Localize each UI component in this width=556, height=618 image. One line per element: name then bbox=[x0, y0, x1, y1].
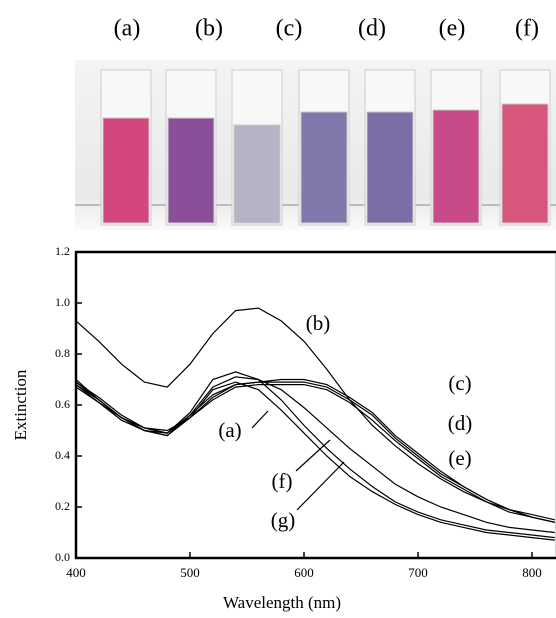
x-axis-label: Wavelength (nm) bbox=[223, 593, 341, 612]
photo-label: (d) bbox=[358, 16, 386, 42]
x-tick-label: 800 bbox=[522, 565, 542, 580]
x-tick-label: 400 bbox=[66, 565, 86, 580]
cuvette-liquid bbox=[432, 109, 480, 224]
series-line bbox=[75, 371, 555, 539]
cuvette-liquid bbox=[233, 124, 281, 224]
y-tick-label: 0.0 bbox=[55, 550, 70, 564]
series-label: (f) bbox=[272, 469, 293, 493]
y-tick-label: 1.2 bbox=[55, 244, 70, 258]
photo bbox=[75, 60, 556, 230]
series-line bbox=[75, 384, 555, 523]
plot: 0.0 0.2 0.4 0.6 0.8 1.0 1.2 400 500 600 700 800 (a) (… bbox=[55, 244, 556, 580]
series-label: (e) bbox=[448, 446, 471, 470]
series-label: (c) bbox=[448, 371, 471, 395]
photo-label: (a) bbox=[114, 16, 141, 42]
plot-frame bbox=[74, 250, 556, 560]
cuvette-liquid bbox=[102, 117, 150, 224]
series-label: (b) bbox=[306, 311, 331, 335]
series-line bbox=[75, 376, 555, 534]
cuvette-liquid bbox=[366, 111, 414, 224]
leader-line bbox=[251, 410, 269, 429]
y-tick-label: 0.8 bbox=[55, 346, 70, 360]
photo-label: (c) bbox=[276, 16, 303, 42]
series-line bbox=[75, 381, 555, 523]
y-tick-label: 1.0 bbox=[55, 295, 70, 309]
series-label: (d) bbox=[448, 411, 473, 435]
y-axis-label: Extinction bbox=[11, 369, 30, 440]
photo-labels: (a) (b) (c) (d) (e) (f) bbox=[114, 16, 539, 42]
series-line bbox=[75, 307, 555, 521]
photo-label: (f) bbox=[515, 16, 539, 42]
series-label: (a) bbox=[218, 418, 241, 442]
x-tick-label: 500 bbox=[180, 565, 200, 580]
photo-label: (b) bbox=[195, 16, 223, 42]
x-tick-label: 600 bbox=[294, 565, 314, 580]
y-tick-label: 0.4 bbox=[55, 448, 70, 462]
cuvette-liquid bbox=[167, 117, 215, 224]
cuvettes bbox=[100, 69, 551, 226]
leader-line bbox=[296, 461, 345, 511]
x-tick-label: 700 bbox=[408, 565, 428, 580]
y-tick-label: 0.6 bbox=[55, 397, 70, 411]
leader-line bbox=[295, 439, 331, 472]
cuvette-liquid bbox=[300, 111, 348, 224]
series-label: (g) bbox=[271, 508, 296, 532]
y-tick-label: 0.2 bbox=[55, 499, 70, 513]
photo-label: (e) bbox=[439, 16, 466, 42]
series-line bbox=[75, 379, 555, 541]
cuvette-liquid bbox=[501, 103, 549, 224]
